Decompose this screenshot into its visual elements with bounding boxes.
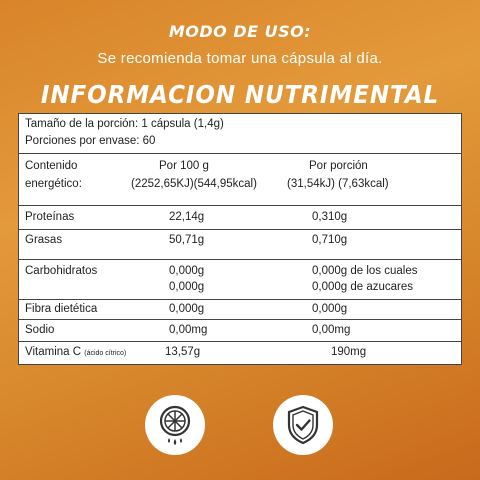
energy-label-1: Contenido [25,160,78,172]
row-per100: 0,000g [169,281,205,293]
per100-energy: (2252,65KJ)(544,95kcal) [131,178,257,190]
row-label: Grasas [25,234,63,246]
table-row: Fibra dietética 0,000g 0,000g [19,300,461,320]
portion-size: Tamaño de la porción: 1 cápsula (1,4g) [25,118,224,130]
row-perportion: 0,000g de azucares [312,281,414,293]
per100-header: Por 100 g [159,160,209,172]
row-perportion: 0,710g [312,234,348,246]
portion-count: Porciones por envase: 60 [25,135,156,147]
energy-row: Contenido energético: Por 100 g (2252,65… [19,154,461,206]
table-row: Grasas 50,71g 0,710g [19,230,461,260]
row-label: Vitamina C (ácido cítrico) [25,346,126,358]
row-label: Sodio [25,324,55,336]
row-per100: 50,71g [169,234,205,246]
row-perportion: 0,310g [312,211,348,223]
nutrition-table: Tamaño de la porción: 1 cápsula (1,4g) P… [18,113,462,365]
nutrition-title: INFORMACION NUTRIMENTAL [40,80,440,109]
perportion-header: Por porción [309,160,368,172]
shield-check-icon [273,395,333,455]
row-perportion: 0,000g de los cuales [312,265,418,277]
row-per100: 0,00mg [169,324,208,336]
row-perportion: 0,000g [312,303,348,315]
table-row: Carbohidratos 0,000g 0,000g 0,000g de lo… [19,260,461,300]
row-per100: 13,57g [165,346,201,358]
portion-row: Tamaño de la porción: 1 cápsula (1,4g) P… [19,114,461,154]
row-label: Carbohidratos [25,265,98,277]
usage-text: Se recomienda tomar una cápsula al día. [97,50,383,67]
row-per100: 22,14g [169,211,205,223]
row-perportion: 190mg [331,346,367,358]
energy-label-2: energético: [25,178,82,190]
table-row: Sodio 0,00mg 0,00mg [19,320,461,342]
row-per100: 0,000g [169,303,205,315]
row-perportion: 0,00mg [312,324,351,336]
vitamin-label: Vitamina C [25,346,82,358]
usage-title: MODO DE USO: [168,22,312,41]
row-per100: 0,000g [169,265,205,277]
orange-slice-drops-icon [145,395,205,455]
perportion-energy: (31,54kJ) (7,63kcal) [287,178,389,190]
row-label: Fibra dietética [25,303,98,315]
row-label: Proteínas [25,211,75,223]
table-row: Vitamina C (ácido cítrico) 13,57g 190mg [19,342,461,364]
vitamin-note: (ácido cítrico) [84,350,127,357]
table-row: Proteínas 22,14g 0,310g [19,206,461,230]
